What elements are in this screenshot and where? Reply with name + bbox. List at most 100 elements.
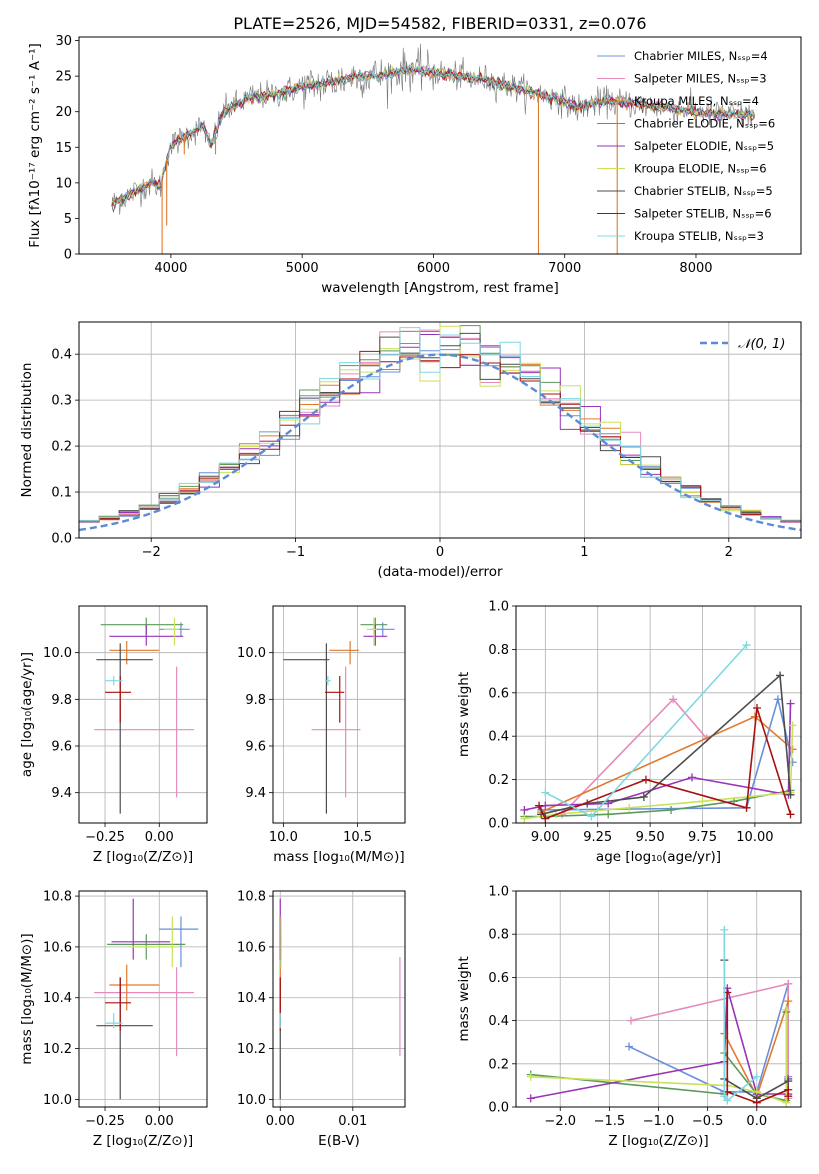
y-tick-label: 0.6: [488, 971, 509, 986]
x-axis-label: wavelength [Angstrom, rest frame]: [321, 280, 559, 296]
y-tick-label: 0.6: [488, 686, 509, 701]
legend-label-4: Chabrier ELODIE, Nₛₛₚ=6: [634, 117, 775, 131]
series-point-8: [541, 814, 550, 823]
series-point-7: [786, 790, 795, 799]
legend-label-5: Salpeter ELODIE, Nₛₛₚ=5: [634, 139, 774, 153]
series-point-2: [669, 695, 678, 704]
series-line-6: [524, 725, 794, 820]
x-tick-label: 4000: [154, 261, 187, 276]
x-tick-label: 9.50: [636, 830, 665, 845]
y-tick-label: 30: [55, 34, 72, 49]
series-line-2: [630, 982, 789, 1099]
legend-label-2: Salpeter MILES, Nₛₛₚ=3: [634, 72, 767, 86]
series-point-6: [698, 797, 707, 806]
plot-area: [520, 641, 797, 823]
y-tick-label: 0.2: [488, 773, 509, 788]
x-tick-label: 0: [436, 545, 444, 560]
y-tick-label: 0.8: [488, 928, 509, 943]
y-tick-label: 9.8: [51, 693, 72, 708]
legend-label-6: Kroupa ELODIE, Nₛₛₚ=6: [634, 162, 767, 176]
x-axis-label: Z [log₁₀(Z/Z⊙)]: [93, 1133, 193, 1149]
x-axis-label: Z [log₁₀(Z/Z⊙)]: [93, 849, 193, 865]
y-tick-label: 9.6: [51, 740, 72, 755]
y-tick-label: 10.8: [237, 890, 266, 905]
plot-area: [94, 617, 194, 814]
x-tick-label: 0.00: [145, 1114, 174, 1129]
x-tick-label: 5000: [286, 261, 319, 276]
x-tick-label: 9.75: [688, 830, 717, 845]
series-point-6: [520, 814, 529, 823]
x-axis-label: E(B-V): [318, 1133, 360, 1149]
series-point-7: [639, 792, 648, 801]
series-point-4: [604, 810, 613, 819]
y-tick-label: 1.0: [488, 885, 509, 900]
x-tick-label: −2.0: [544, 1114, 576, 1129]
plot-frame: [515, 605, 802, 824]
plot-frame: [272, 890, 406, 1108]
series-point-8: [784, 1092, 793, 1101]
figure-title: PLATE=2526, MJD=54582, FIBERID=0331, z=0…: [233, 14, 646, 33]
y-tick-label: 10.0: [43, 1093, 72, 1108]
series-point-6: [625, 803, 634, 812]
plot-area: [526, 925, 793, 1107]
y-axis-label: mass weight: [456, 672, 472, 757]
plot-area: [111, 43, 755, 254]
y-tick-label: 10.2: [237, 1042, 266, 1057]
legend-label-9: Kroupa STELIB, Nₛₛₚ=3: [634, 229, 764, 243]
x-tick-label: 7000: [548, 261, 581, 276]
x-tick-label: −1.5: [594, 1114, 626, 1129]
series-point-9: [723, 1096, 732, 1105]
series-point-8: [786, 810, 795, 819]
x-tick-label: 0.00: [266, 1114, 295, 1129]
x-tick-label: −2: [142, 545, 161, 560]
y-tick-label: 9.8: [245, 693, 266, 708]
series-point-9: [720, 925, 729, 934]
series-point-9: [587, 812, 596, 821]
residual-histogram-panel: −2 −1 0 1 2 0.0 0.1 0.2 0.3 0.4 (data-model)/error…: [19, 321, 802, 580]
y-tick-label: 10.0: [237, 646, 266, 661]
plot-frame: [78, 890, 208, 1108]
legend-label-1: Chabrier MILES, Nₛₛₚ=4: [634, 49, 768, 63]
legend-label-7: Chabrier STELIB, Nₛₛₚ=5: [634, 184, 773, 198]
series-point-7: [784, 1077, 793, 1086]
y-tick-label: 5: [64, 212, 72, 227]
series-point-8: [752, 1098, 761, 1107]
x-axis-label: (data-model)/error: [377, 564, 503, 580]
y-tick-label: 10.4: [237, 991, 266, 1006]
spectrum-panel: 4000 5000 6000 7000 8000 0 5 10 15 20 25 30 waveleng…: [27, 34, 802, 296]
y-axis-label: Flux [fλ10⁻¹⁷ erg cm⁻² s⁻¹ A⁻¹]: [27, 43, 43, 248]
age-vs-mass-panel: 10.0 10.5 9.4 9.6 9.8 10.0 mass [log₁₀(M/M⊙)]: [237, 605, 406, 865]
y-tick-label: 10.0: [43, 646, 72, 661]
y-tick-label: 25: [55, 70, 72, 85]
series-point-5: [786, 699, 795, 708]
mass-vs-ebv-panel: 0.00 0.01 10.0 10.2 10.4 10.6 10.8 E(B-V): [237, 890, 406, 1149]
x-tick-label: 0.0: [746, 1114, 767, 1129]
x-tick-label: 1: [580, 545, 588, 560]
x-tick-label: 2: [725, 545, 733, 560]
y-tick-label: 0.4: [488, 730, 509, 745]
x-tick-label: 0.01: [338, 1114, 367, 1129]
x-tick-label: 0.00: [145, 830, 174, 845]
plot-area: [94, 898, 199, 1100]
plot-frame: [272, 605, 406, 824]
y-tick-label: 0.0: [488, 1101, 509, 1116]
plot-frame: [78, 605, 208, 824]
y-tick-label: 10.4: [43, 991, 72, 1006]
series-line-8: [538, 707, 792, 820]
series-point-6: [782, 1005, 791, 1014]
series-point-9: [742, 641, 751, 650]
y-axis-label: Normed distribution: [19, 363, 35, 498]
legend-label-8: Salpeter STELIB, Nₛₛₚ=6: [634, 207, 772, 221]
series-point-8: [742, 803, 751, 812]
series-point-1: [773, 695, 782, 704]
plot-frame: [78, 36, 802, 255]
series-point-9: [720, 1092, 729, 1101]
plot-area: [79, 325, 801, 532]
x-axis-label: mass [log₁₀(M/M⊙)]: [273, 849, 404, 865]
series-line-9: [723, 929, 758, 1102]
series-point-1: [625, 1042, 634, 1051]
normal-curve: [79, 353, 801, 532]
x-tick-label: −1.0: [643, 1114, 675, 1129]
y-axis-label: mass weight: [456, 956, 472, 1041]
series-point-9: [752, 1072, 761, 1081]
